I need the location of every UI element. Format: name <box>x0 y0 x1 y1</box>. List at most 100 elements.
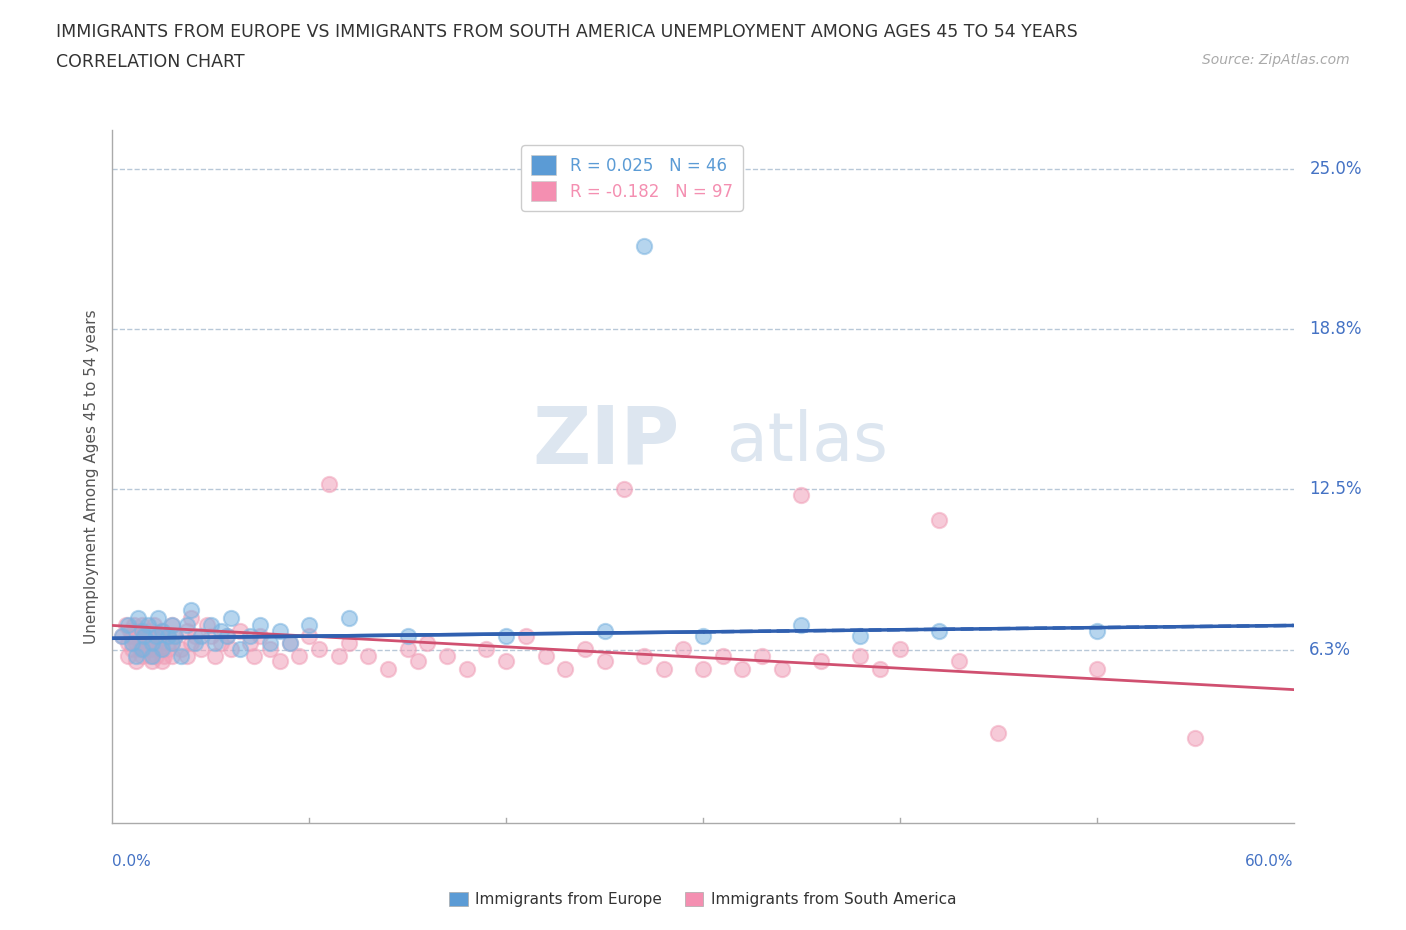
Point <box>117 618 139 633</box>
Point <box>125 654 148 669</box>
Point <box>125 649 148 664</box>
Point <box>150 636 173 651</box>
Point <box>165 629 187 644</box>
Point <box>810 654 832 669</box>
Point <box>145 636 167 651</box>
Point <box>150 654 173 669</box>
Point <box>357 649 380 664</box>
Text: ZIP: ZIP <box>531 403 679 481</box>
Point <box>131 618 153 633</box>
Point <box>131 623 153 638</box>
Point <box>790 618 813 633</box>
Point <box>200 629 222 644</box>
Point <box>869 661 891 676</box>
Point <box>200 618 222 633</box>
Point <box>928 512 950 527</box>
Point <box>406 654 429 669</box>
Point <box>146 610 169 625</box>
Point <box>160 636 183 651</box>
Point <box>633 238 655 253</box>
Point <box>928 623 950 638</box>
Point <box>948 654 970 669</box>
Point <box>495 629 517 644</box>
Point <box>121 641 143 656</box>
Point <box>249 618 271 633</box>
Text: 0.0%: 0.0% <box>112 854 152 869</box>
Point <box>176 623 198 638</box>
Point <box>195 618 218 633</box>
Point <box>204 636 226 651</box>
Point <box>229 623 252 638</box>
Point <box>150 641 173 656</box>
Point <box>152 649 174 664</box>
Point <box>131 649 153 664</box>
Point <box>150 623 173 638</box>
Point <box>190 629 212 644</box>
Point <box>790 487 813 502</box>
Text: 12.5%: 12.5% <box>1309 481 1362 498</box>
Point <box>141 629 163 644</box>
Point <box>436 649 458 664</box>
Point <box>156 629 179 644</box>
Point <box>180 610 202 625</box>
Point <box>170 649 193 664</box>
Point <box>136 636 159 651</box>
Point <box>121 629 143 644</box>
Point <box>111 629 134 644</box>
Text: 18.8%: 18.8% <box>1309 320 1362 339</box>
Text: Source: ZipAtlas.com: Source: ZipAtlas.com <box>1202 53 1350 67</box>
Point <box>416 636 439 651</box>
Point <box>259 641 281 656</box>
Point <box>337 636 360 651</box>
Point <box>131 636 153 651</box>
Point <box>328 649 350 664</box>
Point <box>475 641 498 656</box>
Legend: R = 0.025   N = 46, R = -0.182   N = 97: R = 0.025 N = 46, R = -0.182 N = 97 <box>522 145 742 210</box>
Point <box>308 641 330 656</box>
Point <box>180 603 202 618</box>
Point <box>396 641 419 656</box>
Point <box>269 623 291 638</box>
Point <box>165 629 187 644</box>
Point <box>318 477 340 492</box>
Point <box>574 641 596 656</box>
Point <box>1085 623 1108 638</box>
Point <box>377 661 399 676</box>
Point <box>243 649 266 664</box>
Point <box>127 629 149 644</box>
Point <box>652 661 675 676</box>
Point <box>156 641 179 656</box>
Point <box>117 636 139 651</box>
Point <box>136 618 159 633</box>
Point <box>219 610 242 625</box>
Point <box>711 649 734 664</box>
Point <box>849 649 872 664</box>
Point <box>135 641 157 656</box>
Text: 6.3%: 6.3% <box>1309 641 1351 658</box>
Point <box>111 629 134 644</box>
Point <box>184 629 207 644</box>
Point <box>170 641 193 656</box>
Point <box>141 641 163 656</box>
Point <box>889 641 911 656</box>
Point <box>117 649 139 664</box>
Point <box>142 618 165 633</box>
Point <box>136 623 159 638</box>
Point <box>593 654 616 669</box>
Point <box>672 641 695 656</box>
Point <box>132 629 155 644</box>
Point <box>396 629 419 644</box>
Point <box>692 629 714 644</box>
Legend: Immigrants from Europe, Immigrants from South America: Immigrants from Europe, Immigrants from … <box>443 885 963 913</box>
Point <box>239 636 262 651</box>
Point <box>145 649 167 664</box>
Point <box>139 649 162 664</box>
Point <box>515 629 537 644</box>
Point <box>534 649 557 664</box>
Point <box>141 654 163 669</box>
Point <box>554 661 576 676</box>
Text: 25.0%: 25.0% <box>1309 160 1362 178</box>
Point <box>160 618 183 633</box>
Point <box>131 641 153 656</box>
Point <box>184 636 207 651</box>
